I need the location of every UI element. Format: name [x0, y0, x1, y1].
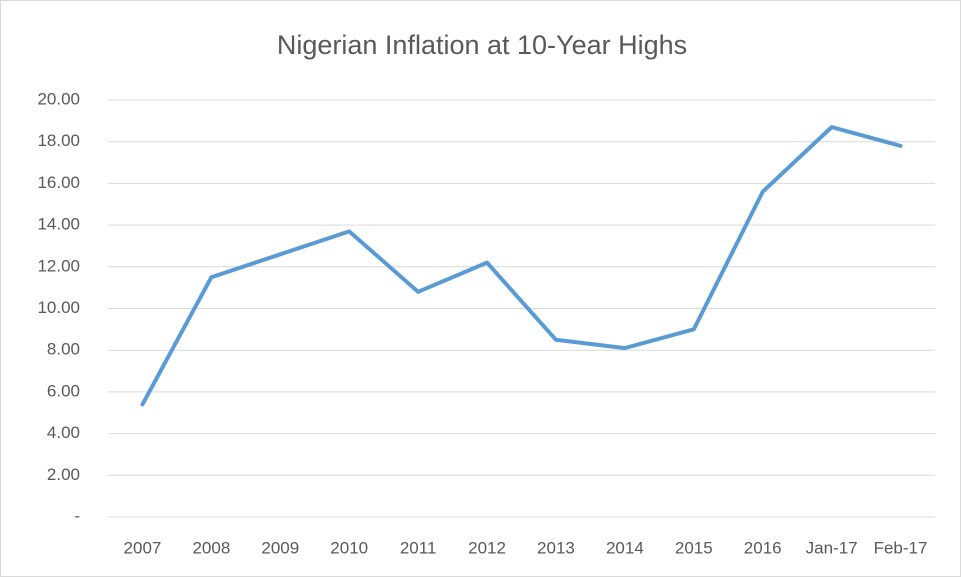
y-tick-label: 4.00 — [47, 423, 80, 442]
x-tick-label: 2013 — [537, 538, 575, 557]
x-tick-label: Feb-17 — [874, 538, 928, 557]
x-tick-label: 2015 — [675, 538, 713, 557]
chart-title: Nigerian Inflation at 10-Year Highs — [277, 30, 687, 60]
y-tick-label: 10.00 — [37, 298, 80, 317]
y-tick-label: 14.00 — [37, 215, 80, 234]
x-tick-label: 2007 — [124, 538, 162, 557]
y-tick-label: - — [74, 506, 80, 525]
y-tick-label: 8.00 — [47, 340, 80, 359]
x-tick-label: Jan-17 — [806, 538, 858, 557]
x-tick-label: 2009 — [261, 538, 299, 557]
x-tick-label: 2010 — [330, 538, 368, 557]
y-tick-label: 20.00 — [37, 89, 80, 108]
y-tick-label: 2.00 — [47, 465, 80, 484]
y-tick-label: 6.00 — [47, 381, 80, 400]
x-tick-label: 2016 — [744, 538, 782, 557]
y-tick-label: 16.00 — [37, 173, 80, 192]
x-tick-label: 2008 — [192, 538, 230, 557]
y-tick-label: 18.00 — [37, 131, 80, 150]
line — [140, 125, 903, 407]
y-tick-label: 12.00 — [37, 256, 80, 275]
x-tick-label: 2014 — [606, 538, 644, 557]
x-tick-label: 2011 — [400, 538, 437, 557]
x-tick-label: 2012 — [468, 538, 506, 557]
